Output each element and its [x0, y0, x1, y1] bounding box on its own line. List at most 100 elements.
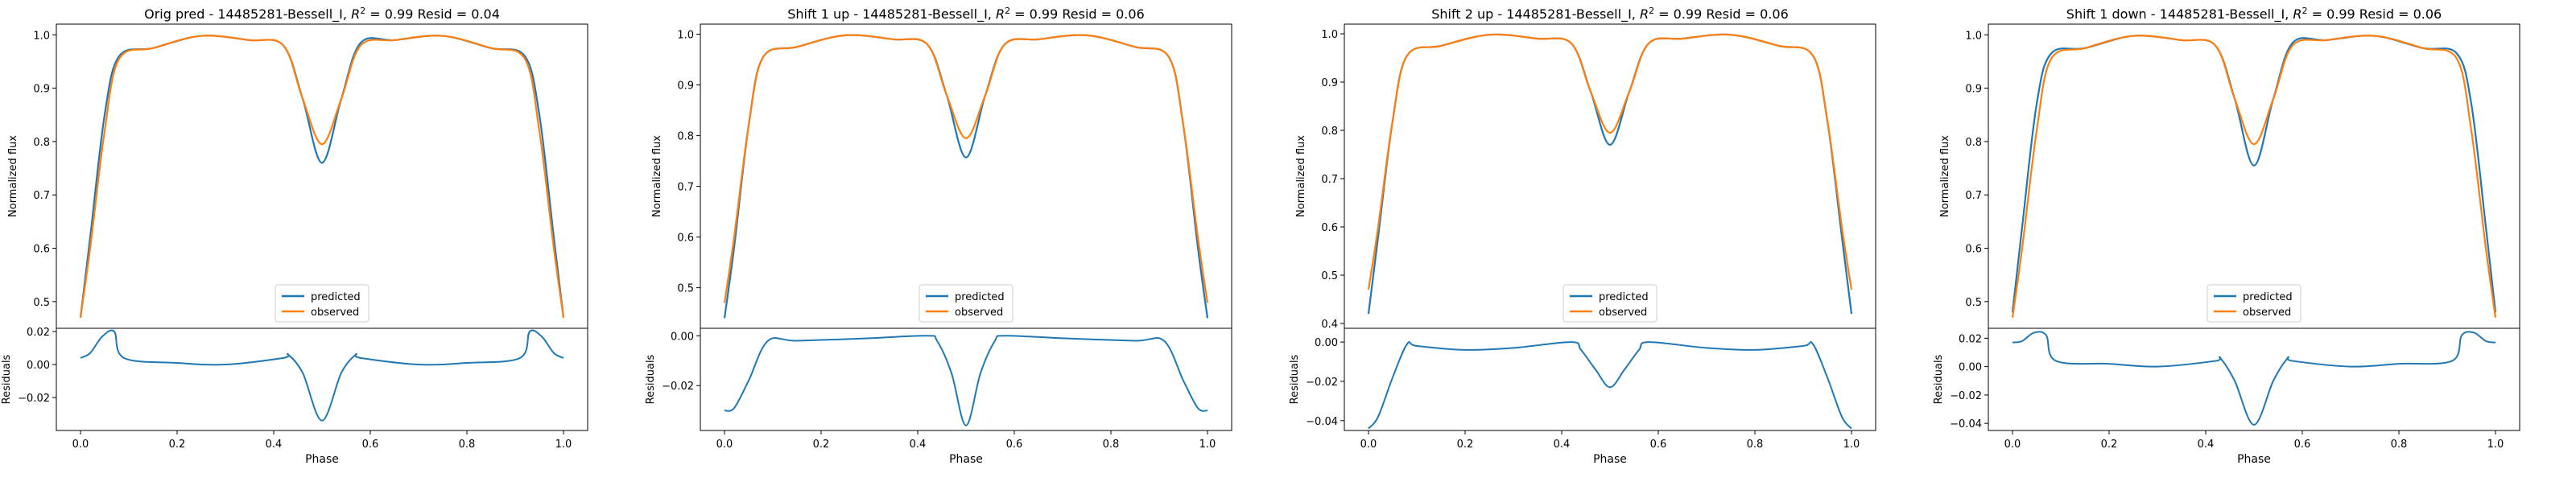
flux-ytick-label: 0.4	[1321, 319, 1338, 331]
legend-label-observed: observed	[311, 307, 359, 319]
x-axis-label: Phase	[949, 453, 983, 466]
flux-ytick-label: 0.5	[677, 283, 694, 295]
xtick-label: 0.4	[910, 439, 927, 451]
xtick-label: 0.4	[2198, 439, 2215, 451]
residual-y-axis-label: Residuals	[1, 354, 13, 404]
flux-ytick-label: 0.8	[1965, 137, 1982, 149]
title-r-superscript: 2	[1005, 6, 1010, 16]
title-r-superscript: 2	[360, 6, 365, 16]
xtick-label: 0.2	[1457, 439, 1474, 451]
title-prefix: Shift 1 down - 14485281-Bessell_I,	[2066, 6, 2293, 23]
flux-ytick-label: 1.0	[1965, 30, 1982, 42]
flux-axes-frame	[1988, 23, 2520, 329]
x-axis-label: Phase	[305, 453, 339, 466]
flux-y-axis-label: Normalized flux	[1939, 135, 1951, 217]
xtick-label: 0.2	[813, 439, 830, 451]
series-line-observed	[723, 34, 1209, 303]
legend-box	[919, 284, 1013, 323]
xtick-label: 0.8	[1747, 439, 1764, 451]
xtick-label: 0.6	[362, 439, 379, 451]
legend-box	[1563, 284, 1657, 323]
residual-ytick-label: −0.02	[662, 381, 694, 393]
residuals-line	[80, 329, 564, 422]
xtick-label: 0.8	[2391, 439, 2408, 451]
chart-panel-3: Shift 2 up - 14485281-Bessell_I, R2 = 0.…	[1289, 6, 1876, 466]
residual-ytick-label: −0.04	[1306, 416, 1338, 428]
residual-axes-frame	[1988, 327, 2520, 431]
series-line-predicted	[2011, 35, 2497, 313]
residual-y-axis-label: Residuals	[1289, 354, 1301, 404]
xtick-label: 0.6	[1006, 439, 1023, 451]
flux-ytick-label: 0.7	[33, 190, 50, 202]
series-line-observed	[79, 35, 565, 318]
xtick-label: 0.4	[266, 439, 283, 451]
flux-ytick-label: 0.9	[1321, 77, 1338, 89]
legend-label-observed: observed	[955, 307, 1003, 319]
residual-axes-frame	[700, 327, 1232, 431]
legend-label-observed: observed	[2243, 307, 2291, 319]
flux-ytick-label: 0.6	[33, 244, 50, 256]
chart-panel-2: Shift 1 up - 14485281-Bessell_I, R2 = 0.…	[645, 6, 1232, 466]
title-suffix: = 0.99 Resid = 0.06	[2308, 6, 2442, 22]
xtick-label: 1.0	[1843, 439, 1860, 451]
title-prefix: Shift 2 up - 14485281-Bessell_I,	[1431, 6, 1640, 23]
flux-ytick-label: 0.6	[1321, 222, 1338, 234]
x-axis-label: Phase	[2237, 453, 2271, 466]
series-line-observed	[2011, 35, 2497, 318]
flux-axes-frame	[1344, 23, 1876, 329]
flux-ytick-label: 0.8	[677, 131, 694, 143]
flux-axes-frame	[700, 23, 1232, 329]
title-prefix: Orig pred - 14485281-Bessell_I,	[144, 6, 351, 23]
series-line-observed	[1367, 33, 1853, 290]
xtick-label: 0.0	[716, 439, 733, 451]
residual-axes-frame	[1344, 327, 1876, 431]
flux-ytick-label: 0.8	[1321, 126, 1338, 138]
xtick-label: 0.6	[1650, 439, 1667, 451]
title-suffix: = 0.99 Resid = 0.06	[1010, 6, 1145, 22]
xtick-label: 0.4	[1554, 439, 1571, 451]
residuals-line	[724, 335, 1208, 426]
flux-ytick-label: 0.7	[1321, 174, 1338, 186]
title-r-symbol: R	[2293, 6, 2301, 22]
xtick-label: 0.0	[1360, 439, 1377, 451]
legend-label-predicted: predicted	[1599, 291, 1649, 303]
xtick-label: 0.8	[1103, 439, 1120, 451]
flux-y-axis-label: Normalized flux	[651, 135, 663, 217]
residual-ytick-label: 0.00	[671, 331, 694, 343]
xtick-label: 1.0	[2487, 439, 2504, 451]
residual-y-axis-label: Residuals	[1933, 354, 1945, 404]
legend-box	[2207, 284, 2301, 323]
residual-ytick-label: −0.02	[18, 393, 50, 405]
xtick-label: 1.0	[1199, 439, 1216, 451]
flux-ytick-label: 0.9	[677, 80, 694, 93]
flux-ytick-label: 0.7	[1965, 190, 1982, 202]
legend: predicted observed	[2207, 284, 2301, 323]
xtick-label: 0.8	[459, 439, 476, 451]
residual-ytick-label: −0.02	[1950, 390, 1982, 402]
xtick-label: 0.0	[72, 439, 89, 451]
flux-ytick-label: 0.6	[1965, 244, 1982, 256]
xtick-label: 0.2	[169, 439, 186, 451]
series-line-predicted	[1367, 33, 1853, 315]
residuals-line	[2012, 331, 2496, 426]
chart-title: Orig pred - 14485281-Bessell_I, R2 = 0.9…	[144, 6, 500, 23]
chart-panel-4: Shift 1 down - 14485281-Bessell_I, R2 = …	[1933, 6, 2520, 466]
residual-ytick-label: 0.00	[1315, 337, 1338, 349]
xtick-label: 1.0	[555, 439, 572, 451]
residual-axes-frame	[56, 327, 588, 431]
title-r-symbol: R	[1640, 6, 1649, 22]
title-r-symbol: R	[351, 6, 360, 22]
flux-ytick-label: 1.0	[1321, 29, 1338, 41]
flux-ytick-label: 0.8	[33, 137, 50, 149]
flux-axes-frame	[56, 23, 588, 329]
residual-ytick-label: 0.00	[27, 360, 50, 372]
xtick-label: 0.2	[2101, 439, 2118, 451]
residual-ytick-label: −0.04	[1950, 418, 1982, 430]
residual-ytick-label: 0.00	[1959, 362, 1982, 374]
title-prefix: Shift 1 up - 14485281-Bessell_I,	[787, 6, 996, 23]
flux-ytick-label: 0.6	[677, 233, 694, 245]
legend: predicted observed	[1563, 284, 1657, 323]
series-line-predicted	[723, 34, 1209, 319]
flux-ytick-label: 0.5	[1321, 270, 1338, 282]
